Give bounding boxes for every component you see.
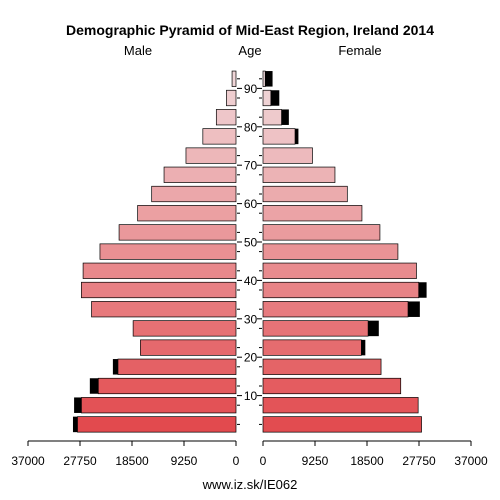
female-bar-50-54 [262, 224, 381, 241]
female-x-tick-label: 9250 [302, 454, 329, 468]
male-bar-60-64 [151, 185, 237, 203]
male-x-tick-label: 0 [233, 454, 240, 468]
age-label: 20 [244, 351, 258, 365]
female-bar-75-79 [262, 128, 296, 145]
age-label: 60 [244, 197, 258, 211]
female-x-tick-label: 0 [260, 454, 267, 468]
male-bar-30-34 [91, 301, 237, 318]
female-bar-0-4 [262, 416, 422, 433]
male-bar-55-59 [137, 205, 237, 222]
female-surplus-80-84 [281, 109, 289, 125]
male-bar-65-69 [163, 166, 237, 183]
female-bar-85-89 [262, 89, 272, 107]
female-surplus-90+ [265, 71, 273, 87]
male-bar-40-44 [82, 262, 237, 279]
female-bar-5-9 [262, 397, 419, 414]
female-header: Female [338, 43, 381, 58]
male-x-tick-label: 37000 [11, 454, 45, 468]
female-bar-30-34 [262, 301, 409, 318]
female-x-tick-label: 37000 [454, 454, 488, 468]
male-bar-5-9 [81, 397, 237, 414]
male-bar-0-4 [77, 416, 237, 433]
female-bar-60-64 [262, 185, 348, 203]
male-x-tick-label: 27750 [63, 454, 97, 468]
male-bar-45-49 [99, 243, 237, 260]
age-label: 80 [244, 120, 258, 134]
age-label: 70 [244, 159, 258, 173]
female-surplus-75-79 [295, 128, 299, 145]
male-surplus-0-4 [72, 416, 78, 433]
male-surplus-5-9 [74, 397, 82, 413]
female-bar-15-19 [262, 358, 382, 375]
male-x-tick-label: 18500 [115, 454, 149, 468]
footer-url: www.iz.sk/IE062 [202, 477, 298, 492]
axes: 37000 37000 27750 27750 18500 18500 9250 9250 0 0… [11, 78, 488, 468]
female-bar-65-69 [262, 166, 336, 183]
male-x-tick-label: 9250 [171, 454, 198, 468]
female-surplus-30-34 [408, 301, 420, 317]
female-bar-80-84 [262, 109, 282, 126]
age-header: Age [238, 43, 261, 58]
female-surplus-25-29 [368, 320, 379, 337]
male-bar-85-89 [226, 89, 237, 107]
male-surplus-10-14 [89, 378, 99, 394]
male-bars [72, 70, 237, 433]
male-bar-20-24 [140, 339, 237, 356]
age-label: 50 [244, 236, 258, 250]
female-x-tick-label: 27750 [402, 454, 436, 468]
male-bar-35-39 [81, 281, 237, 299]
male-bar-75-79 [202, 128, 237, 145]
male-bar-15-19 [117, 358, 237, 375]
age-label: 10 [244, 389, 258, 403]
female-bar-90+ [262, 70, 266, 87]
female-bar-40-44 [262, 262, 417, 279]
female-bar-70-74 [262, 147, 313, 164]
male-bar-50-54 [118, 224, 237, 241]
male-surplus-15-19 [112, 359, 118, 375]
male-bar-80-84 [215, 109, 237, 126]
male-header: Male [124, 43, 152, 58]
female-surplus-85-89 [270, 90, 280, 106]
female-bar-25-29 [262, 320, 369, 337]
female-bar-35-39 [262, 281, 420, 299]
female-bar-20-24 [262, 339, 362, 356]
female-x-tick-label: 18500 [350, 454, 384, 468]
male-bar-25-29 [132, 320, 237, 337]
female-bar-10-14 [262, 377, 402, 395]
age-label: 30 [244, 312, 258, 326]
chart-title: Demographic Pyramid of Mid-East Region, … [66, 22, 434, 38]
male-bar-90+ [231, 70, 237, 87]
male-bar-10-14 [97, 377, 237, 395]
female-bar-45-49 [262, 243, 399, 260]
female-bar-55-59 [262, 205, 363, 222]
female-surplus-20-24 [361, 339, 366, 356]
male-bar-70-74 [185, 147, 237, 164]
female-bars [262, 70, 427, 433]
female-surplus-35-39 [418, 282, 427, 298]
age-label: 40 [244, 274, 258, 288]
age-label: 90 [244, 82, 258, 96]
